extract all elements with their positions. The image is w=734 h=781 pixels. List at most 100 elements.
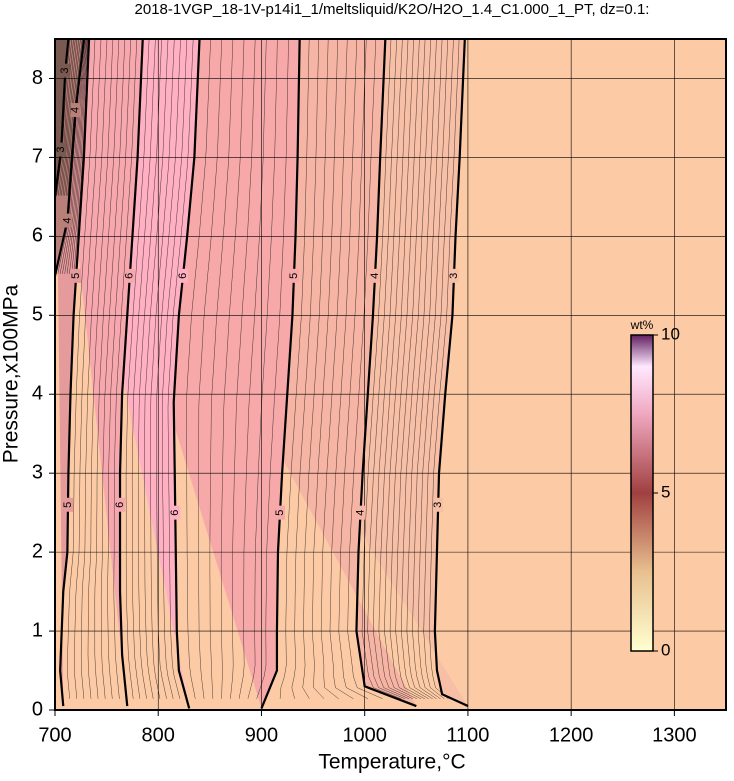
contour-line [118,39,144,707]
contour-label-bg [60,63,71,78]
x-tick-label: 1000 [342,724,387,746]
minor-contour [59,39,86,274]
minor-contour [131,39,156,699]
minor-contour [220,39,245,699]
colorbar-tick-label: 0 [661,640,670,659]
contour-label-bg [63,497,74,512]
y-tick-label: 2 [32,540,43,562]
minor-contour [64,39,87,274]
minor-contour [238,39,267,699]
contour-label: 6 [114,502,126,508]
contour-label-bg [62,213,73,228]
minor-contour [279,39,310,699]
minor-contour [65,39,81,196]
minor-contour [209,39,234,699]
x-tick-label: 1100 [446,724,489,746]
minor-contour [423,39,454,699]
minor-contour [338,39,369,700]
contour-label: 4 [70,107,82,113]
contour-label: 3 [55,146,67,152]
minor-contour [198,39,223,699]
contour-label-bg [56,142,67,157]
contour-label: 3 [432,502,444,508]
minor-contour [389,39,422,700]
y-tick-label: 7 [32,146,43,168]
y-axis-label: Pressure,x100MPa [0,284,23,463]
contour-line [433,39,469,708]
minor-contour [329,39,358,700]
contour-label-bg [71,268,82,283]
minor-contour [373,39,410,700]
contour-label: 6 [169,510,181,516]
minor-contour [64,39,79,196]
minor-contour [347,39,383,700]
minor-contour [429,39,460,699]
minor-contour [66,39,88,274]
minor-contour [412,39,443,700]
contour-label: 3 [448,273,460,279]
minor-contour [61,39,76,196]
minor-contour [67,39,83,196]
contour-label: 5 [62,502,74,508]
minor-contour [74,39,102,699]
y-tick-label: 4 [32,383,43,405]
minor-contour [361,39,402,700]
minor-contour [401,39,432,700]
contour-line [172,39,201,709]
minor-contour [125,39,150,699]
minor-contour [144,39,169,699]
minor-contour [312,39,338,699]
contour-label-bg [170,505,181,520]
y-tick-label: 1 [32,619,43,641]
x-tick-label: 1300 [652,724,697,746]
minor-contour [94,39,120,699]
minor-contour [167,39,194,699]
minor-contour [320,39,348,699]
minor-contour [62,39,78,196]
contour-label: 5 [70,273,82,279]
contour-label: 6 [177,273,189,279]
contour-label: 6 [124,273,136,279]
contour-label-bg [448,268,459,283]
contour-label: 4 [369,273,381,279]
minor-contour [138,39,162,699]
contour-label: 4 [61,218,73,224]
minor-contour [69,39,88,274]
minor-contour [302,39,329,699]
contour-label-bg [178,268,189,283]
minor-contour [71,39,89,274]
x-tick-label: 700 [38,724,71,746]
minor-contour [395,39,426,700]
plot-area: 3 3 4 4 5 5 6 6 6 6 5 5 4 4 3 3 [55,39,726,710]
contour-label-bg [288,268,299,283]
minor-contour [186,39,211,699]
contour-label-bg [355,505,366,520]
minor-contour [230,39,256,699]
minor-contour [67,39,96,699]
minor-contour [59,39,74,196]
contour-label: 4 [354,510,366,516]
contour-label-bg [275,505,286,520]
contour-line [355,39,417,708]
y-tick-label: 8 [32,67,43,89]
minor-contour [417,39,449,700]
x-tick-label: 1200 [549,724,594,746]
minor-contour [384,39,418,700]
y-tick-label: 3 [32,461,43,483]
minor-contour [80,39,108,699]
plot-frame [54,38,727,711]
minor-contour [150,39,175,699]
minor-contour [291,39,319,699]
contour-line [260,39,301,709]
y-tick-label: 6 [32,225,43,247]
colorbar-tick-label: 10 [661,324,680,343]
minor-contour [256,39,289,699]
contour-label: 5 [288,273,300,279]
contour-line [59,39,91,707]
minor-contour [87,39,114,699]
x-tick-label: 900 [245,724,278,746]
x-axis-label: Temperature,°C [318,751,465,774]
contour-label-bg [70,103,81,118]
minor-contour [62,39,86,274]
